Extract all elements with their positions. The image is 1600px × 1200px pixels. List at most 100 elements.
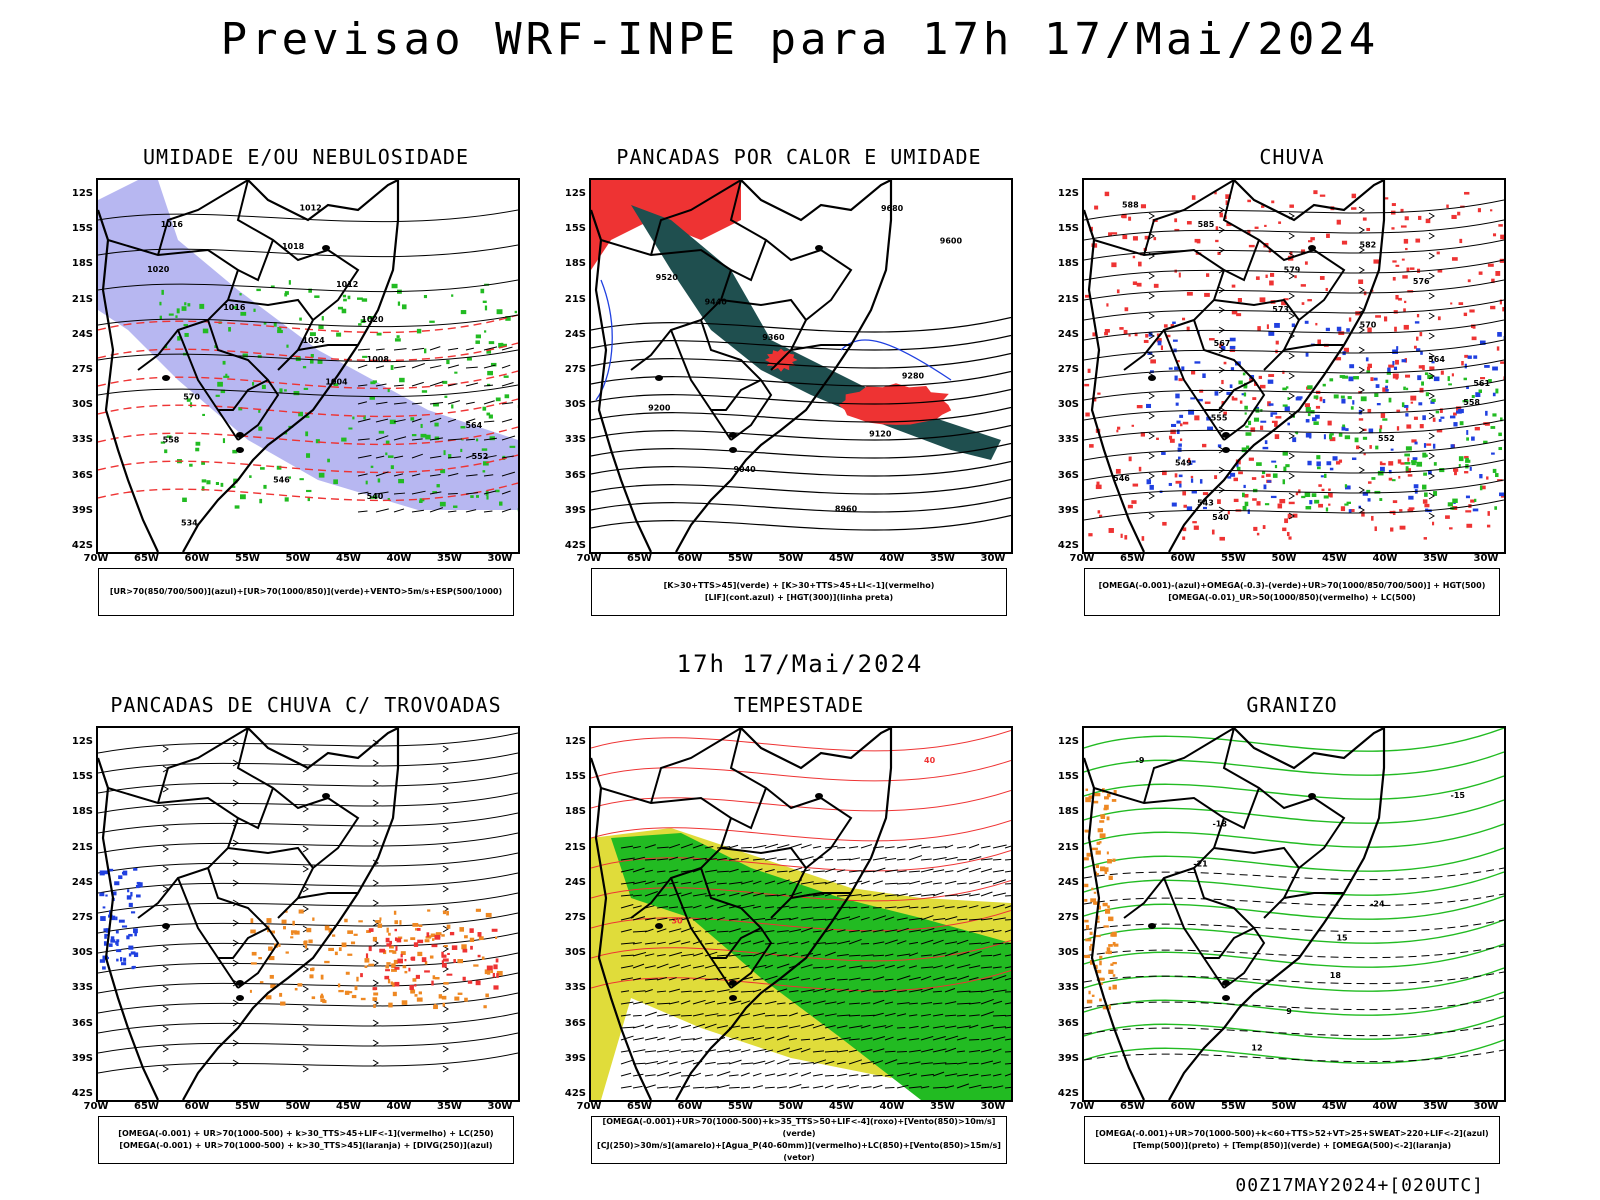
streamline-arrow xyxy=(1288,232,1295,240)
omega-ur-rain-patch xyxy=(1231,284,1236,288)
lat-tick-label: 18S xyxy=(71,806,93,818)
wind-850-vector xyxy=(896,940,907,945)
wind-850-vector xyxy=(884,953,894,957)
k-tts-orange-patch xyxy=(443,944,448,948)
wind-850-vector xyxy=(980,880,993,885)
wind-850-vector xyxy=(860,1060,875,1065)
wind-850-vector xyxy=(944,1062,958,1065)
omega-ur-rain-patch xyxy=(1436,429,1443,433)
streamline-arrow xyxy=(442,1045,449,1053)
wind-vector xyxy=(501,490,511,495)
wind-850-vector xyxy=(776,1073,787,1077)
streamline-arrow xyxy=(1288,492,1295,500)
omega-500-patch xyxy=(1085,788,1089,792)
wind-850-vector xyxy=(668,977,677,981)
wind-850-vector xyxy=(860,1002,871,1005)
humidity-1000-850-patch xyxy=(421,390,428,393)
wind-850-vector xyxy=(656,1002,671,1005)
omega-ur-rain-patch xyxy=(1304,403,1310,408)
divg-250-patch xyxy=(136,881,141,885)
omega-ur-rain-patch xyxy=(1132,483,1139,487)
lon-tick-label: 45W xyxy=(336,1101,361,1112)
streamline-arrow xyxy=(1148,412,1155,420)
wind-850-vector xyxy=(776,858,787,861)
wind-850-vector xyxy=(776,917,791,921)
humidity-1000-850-patch xyxy=(454,371,458,374)
temp-850-contour xyxy=(1084,751,1504,776)
wind-850-vector xyxy=(992,879,1006,885)
wind-850-vector xyxy=(632,951,647,957)
lat-tick-label: 36S xyxy=(71,469,93,481)
streamline-arrow xyxy=(1428,292,1435,300)
wind-vector xyxy=(393,365,406,369)
lat-tick-label: 15S xyxy=(564,223,586,235)
omega-ur-rain-patch xyxy=(1132,236,1138,241)
omega-ur-rain-patch xyxy=(1178,272,1181,278)
streamline-arrow xyxy=(1218,426,1225,434)
wind-850-vector xyxy=(656,990,667,993)
country-borders xyxy=(600,728,853,989)
wind-vector xyxy=(375,435,389,441)
wind-850-vector xyxy=(836,1061,846,1065)
wind-850-vector xyxy=(908,1061,921,1065)
omega-ur-rain-patch xyxy=(1199,389,1204,393)
lat-tick-label: 30S xyxy=(71,947,93,959)
wind-850-vector xyxy=(944,951,959,957)
omega-03-patch xyxy=(1340,395,1345,399)
lat-tick-label: 24S xyxy=(1057,876,1079,888)
humidity-1000-850-patch xyxy=(460,448,463,453)
omega-ur-rain-patch xyxy=(1408,507,1415,510)
contour-label: 18 xyxy=(1330,971,1342,980)
k-tts-orange-patch xyxy=(328,928,333,933)
wind-850-vector xyxy=(896,845,907,849)
k-tts-lif-red-patch xyxy=(462,948,468,953)
omega-ur-rain-patch xyxy=(1162,470,1167,476)
wind-850-vector xyxy=(1004,1086,1011,1089)
wind-850-vector xyxy=(992,1000,1003,1005)
omega-03-patch xyxy=(1466,437,1469,441)
hgt-300-contour xyxy=(591,460,1011,477)
k-tts-orange-patch xyxy=(269,974,274,979)
streamline-arrow xyxy=(1288,312,1295,320)
wind-850-vector xyxy=(884,1036,894,1041)
humidity-1000-850-patch xyxy=(505,315,511,321)
omega-500-patch xyxy=(1091,887,1094,891)
omega-03-patch xyxy=(1316,466,1321,470)
k-tts-lif-red-patch xyxy=(441,954,447,958)
omega-ur-rain-patch xyxy=(1419,332,1423,337)
wind-850-vector xyxy=(824,1060,835,1065)
wind-850-vector xyxy=(752,1048,767,1053)
wind-850-vector xyxy=(944,856,958,861)
wind-850-vector xyxy=(680,978,690,981)
wind-850-vector xyxy=(956,990,971,993)
omega-ur-rain-patch xyxy=(1375,315,1382,318)
streamline-arrow xyxy=(1428,272,1435,280)
wind-850-vector xyxy=(632,1085,643,1089)
omega-500-patch xyxy=(1104,867,1109,872)
omega-03-patch xyxy=(1272,473,1278,478)
humidity-1000-850-patch xyxy=(306,453,311,458)
omega-500-patch xyxy=(1113,790,1117,795)
omega-ur-rain-patch xyxy=(1174,218,1178,223)
omega-03-patch xyxy=(1342,424,1346,428)
wind-vector xyxy=(465,366,478,369)
omega-001-patch xyxy=(1320,475,1324,478)
wind-850-vector xyxy=(728,892,740,897)
omega-ur-rain-patch xyxy=(1367,481,1372,484)
omega-ur-rain-patch xyxy=(1415,238,1421,243)
streamline-arrow xyxy=(442,985,449,993)
omega-ur-rain-patch xyxy=(1451,373,1454,377)
wind-vector xyxy=(447,456,462,459)
lake-marker xyxy=(729,447,737,453)
wind-850-vector xyxy=(692,893,707,897)
lon-tick-label: 35W xyxy=(930,553,955,564)
k-tts-orange-patch xyxy=(364,958,370,963)
wind-850-vector xyxy=(860,942,870,945)
omega-001-patch xyxy=(1268,403,1274,406)
lon-tick-label: 65W xyxy=(627,553,652,564)
k-tts-orange-patch xyxy=(392,982,396,987)
humidity-1000-850-patch xyxy=(161,289,164,295)
wind-850-vector xyxy=(920,846,931,849)
omega-03-patch xyxy=(1344,484,1348,488)
wind-850-vector xyxy=(896,953,911,957)
